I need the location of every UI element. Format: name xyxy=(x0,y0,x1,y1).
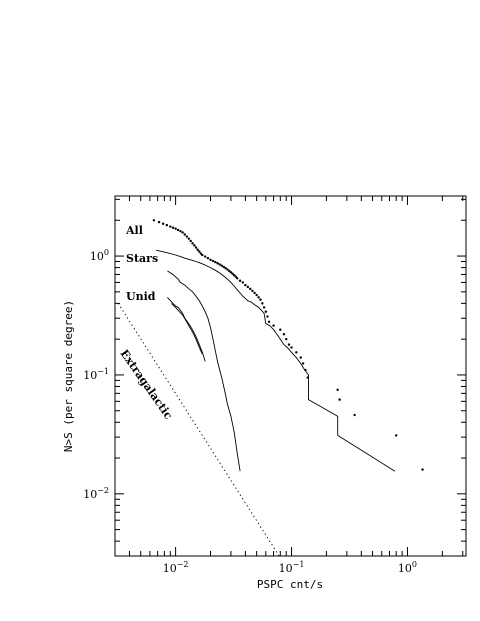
series-0-point xyxy=(209,258,212,262)
series-0-point xyxy=(216,262,219,265)
series-0-point xyxy=(174,227,177,230)
series-0-point xyxy=(287,343,291,346)
series-0-point xyxy=(199,252,203,255)
series-0-point xyxy=(232,274,236,277)
series-0-point xyxy=(279,328,282,331)
series-0-point xyxy=(253,291,256,295)
series-0-point xyxy=(206,256,210,260)
series-0-point xyxy=(189,239,192,243)
series-0-point xyxy=(295,351,298,354)
series-0-point xyxy=(238,279,242,282)
series-0-point xyxy=(157,220,161,224)
series-layer xyxy=(117,219,424,556)
series-0-point xyxy=(204,255,207,258)
series-0-point xyxy=(201,253,204,257)
series-0-point xyxy=(152,219,156,222)
series-1-line xyxy=(156,249,396,472)
series-3-line xyxy=(167,296,206,362)
series-0-point xyxy=(241,281,245,284)
series-0-point xyxy=(338,398,341,401)
series-0-point xyxy=(211,259,215,263)
series-0-point xyxy=(264,310,268,313)
series-0-point xyxy=(395,434,398,437)
series-0-point xyxy=(257,296,260,299)
series-0-point xyxy=(244,283,247,287)
series-0-point xyxy=(421,468,424,471)
series-0-point xyxy=(179,229,182,233)
series-0-point xyxy=(181,231,184,234)
y-tick-label: 10−1 xyxy=(83,367,109,382)
series-0-point xyxy=(214,260,217,264)
series-0-point xyxy=(222,265,225,269)
series-0-point xyxy=(224,267,227,270)
series-0-point xyxy=(272,324,275,327)
major-ticks xyxy=(115,196,466,556)
series-0-point xyxy=(255,293,258,297)
series-0-point xyxy=(171,226,175,229)
series-0-point xyxy=(248,287,252,291)
series-0-point xyxy=(220,264,223,267)
series-0-point xyxy=(191,242,194,245)
series-0-point xyxy=(169,225,172,228)
series-0-point xyxy=(267,320,271,323)
series-0-point xyxy=(196,248,199,251)
y-axis-label: N>S (per square degree) xyxy=(62,300,75,452)
annotation-all: All xyxy=(125,224,143,237)
series-0-point xyxy=(176,228,180,232)
x-tick-labels: 10−2 10−1 100 xyxy=(163,560,417,575)
minor-ticks xyxy=(114,196,466,557)
series-0-point xyxy=(218,263,221,266)
series-0-point xyxy=(301,362,305,365)
series-0-point xyxy=(198,250,201,253)
series-0-point xyxy=(262,306,266,309)
series-0-point xyxy=(282,333,286,336)
series-0-point xyxy=(193,244,196,247)
series-0-point xyxy=(251,289,254,293)
series-0-point xyxy=(228,269,231,273)
y-tick-label: 100 xyxy=(90,248,109,263)
series-0-point xyxy=(231,272,234,275)
x-tick-label: 100 xyxy=(398,560,417,575)
series-0-point xyxy=(194,246,198,249)
series-0-point xyxy=(259,298,262,301)
series-0-point xyxy=(336,388,339,391)
annotation-unid: Unid xyxy=(126,290,156,303)
series-4-line xyxy=(171,303,203,355)
series-5-line xyxy=(117,303,280,556)
series-0-point xyxy=(165,223,169,227)
series-0-point xyxy=(183,233,186,236)
plot-frame xyxy=(114,195,467,557)
x-tick-label: 10−2 xyxy=(163,560,189,575)
x-tick-label: 10−1 xyxy=(279,560,305,575)
annotation-stars: Stars xyxy=(126,252,158,265)
series-0-point xyxy=(187,237,191,240)
series-0-point xyxy=(353,413,356,417)
series-0-point xyxy=(226,268,229,271)
series-0-point xyxy=(266,315,269,318)
y-tick-labels: 10−2 10−1 100 xyxy=(83,248,109,501)
series-0-point xyxy=(229,271,233,274)
series-0-point xyxy=(234,275,237,278)
series-0-point xyxy=(161,222,165,225)
annotation-extragalactic: Extragalactic xyxy=(118,347,176,422)
y-tick-label: 10−2 xyxy=(83,486,109,501)
series-0-point xyxy=(185,235,189,238)
series-0-point xyxy=(290,346,293,349)
series-0-point xyxy=(285,337,288,341)
x-axis-label: PSPC cnt/s xyxy=(257,578,323,591)
series-0-point xyxy=(261,302,264,305)
series-0-point xyxy=(236,277,239,280)
series-0-point xyxy=(246,285,250,289)
series-0-point xyxy=(299,356,302,359)
series-group xyxy=(117,219,424,556)
series-2-line xyxy=(167,270,241,472)
